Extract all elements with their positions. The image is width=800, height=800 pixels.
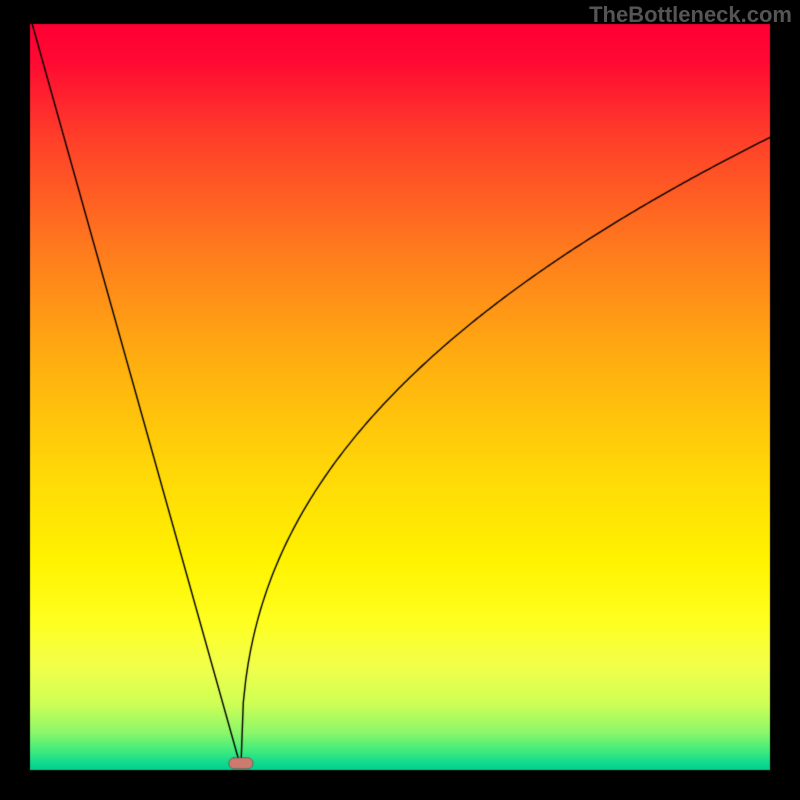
- watermark-text: TheBottleneck.com: [589, 2, 792, 28]
- bottleneck-chart-canvas: [0, 0, 800, 800]
- chart-container: TheBottleneck.com: [0, 0, 800, 800]
